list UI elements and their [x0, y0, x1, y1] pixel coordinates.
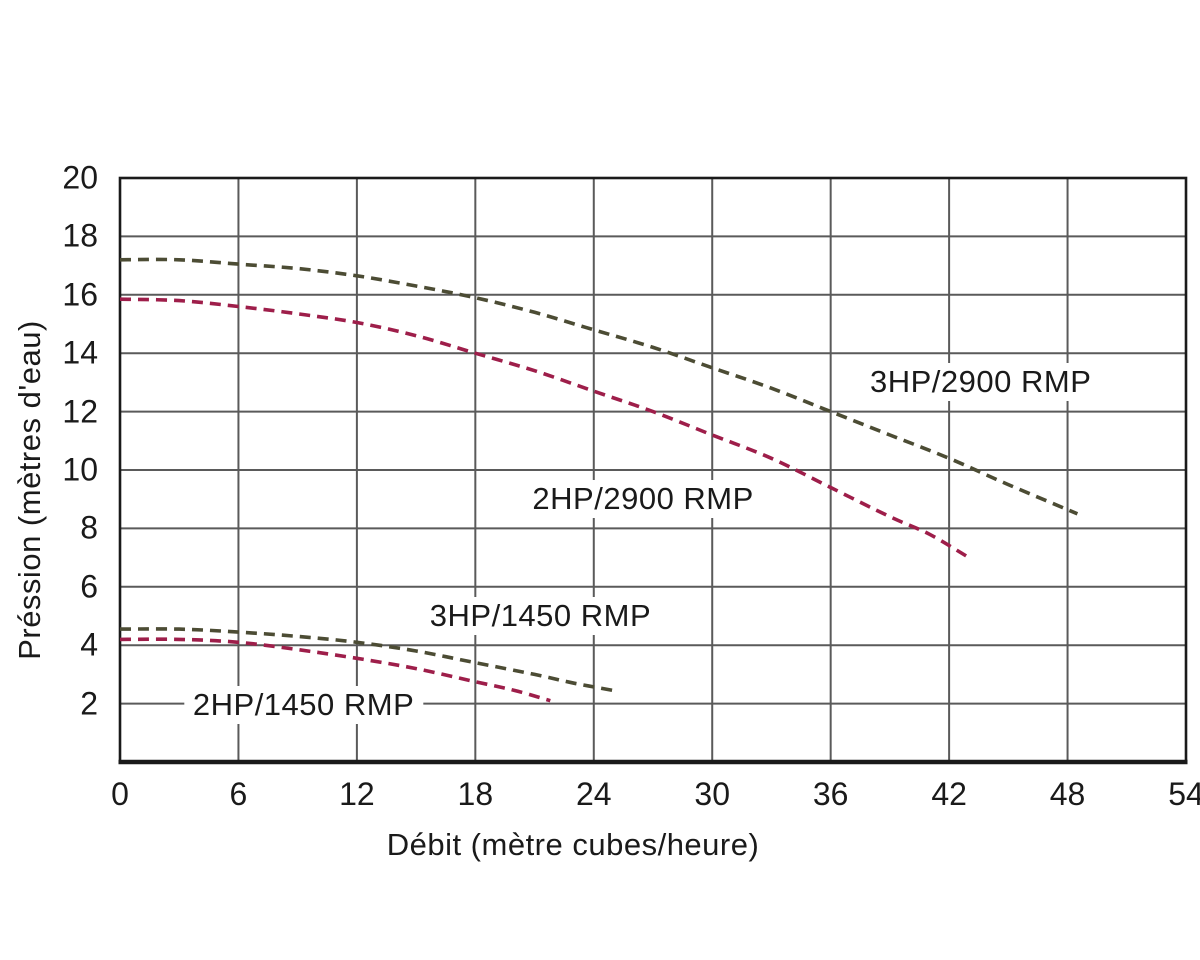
curve-2hp-2900-rmp — [119, 297, 970, 560]
x-tick-label: 36 — [812, 776, 849, 812]
series-label-3hp-1450-rmp: 3HP/1450 RMP — [420, 597, 661, 635]
y-tick-label: 6 — [80, 568, 98, 605]
x-tick-label: 0 — [111, 776, 129, 812]
curve-2hp-1450-rmp — [119, 637, 551, 703]
y-tick-label: 8 — [80, 509, 98, 546]
series-label-3hp-2900-rmp: 3HP/2900 RMP — [860, 363, 1101, 402]
series-label-2hp-2900-rmp: 2HP/2900 RMP — [523, 480, 763, 519]
y-tick-label: 12 — [62, 393, 98, 430]
x-tick-label: 48 — [1049, 776, 1086, 812]
y-tick-label: 14 — [62, 334, 98, 371]
x-tick-label: 30 — [694, 776, 731, 812]
x-tick-label: 42 — [931, 776, 967, 812]
y-tick-label: 18 — [62, 217, 98, 254]
x-tick-label: 24 — [575, 776, 612, 812]
y-tick-label: 2 — [80, 685, 98, 722]
x-tick-label: 18 — [457, 776, 494, 812]
x-tick-label: 6 — [229, 776, 248, 812]
y-tick-label: 10 — [62, 451, 98, 488]
x-tick-label: 12 — [339, 776, 375, 812]
y-tick-label: 20 — [62, 159, 98, 196]
curve-3hp-2900-rmp — [119, 257, 1079, 516]
y-tick-label: 16 — [62, 276, 98, 313]
series-label-2hp-1450-rmp: 2HP/1450 RMP — [183, 686, 424, 725]
x-tick-label: 54 — [1168, 776, 1200, 812]
curve-3hp-1450-rmp — [119, 627, 614, 693]
x-axis-title: Débit (mètre cubes/heure) — [386, 827, 760, 862]
y-tick-label: 4 — [80, 626, 98, 663]
